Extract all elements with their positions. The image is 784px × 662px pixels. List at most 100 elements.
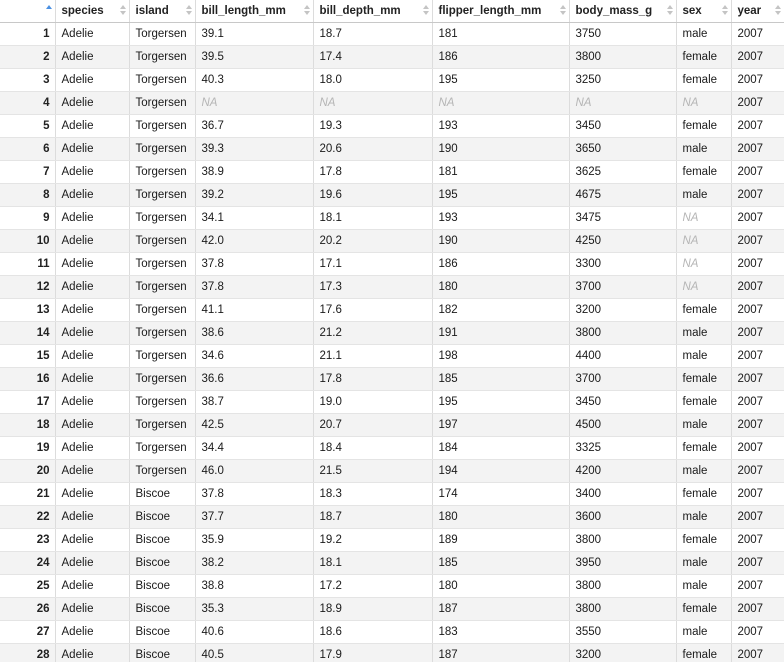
row-number: 18 [0, 413, 56, 437]
table-row[interactable]: 2 Adelie Torgersen 39.5 17.4 186 3800 female 200… [0, 45, 784, 69]
table-row[interactable]: 15 Adelie Torgersen 34.6 21.1 198 4400 male 2007 [0, 344, 784, 368]
table-row[interactable]: 10 Adelie Torgersen 42.0 20.2 190 4250 NA 2007 [0, 229, 784, 253]
cell-species: Adelie [55, 206, 130, 230]
row-number: 21 [0, 482, 56, 506]
sort-ascending-icon[interactable] [45, 5, 52, 16]
cell-flipper-length-mm: 191 [432, 321, 570, 345]
cell-sex: NA [676, 252, 732, 276]
table-row[interactable]: 22 Adelie Biscoe 37.7 18.7 180 3600 male 2007 [0, 505, 784, 529]
cell-bill-depth-mm: 21.5 [313, 459, 433, 483]
cell-bill-depth-mm: 17.1 [313, 252, 433, 276]
cell-sex: female [676, 160, 732, 184]
cell-island: Torgersen [129, 68, 196, 92]
cell-bill-depth-mm: 19.2 [313, 528, 433, 552]
table-row[interactable]: 21 Adelie Biscoe 37.8 18.3 174 3400 female 2007 [0, 482, 784, 506]
cell-species: Adelie [55, 252, 130, 276]
sort-icon[interactable] [185, 5, 192, 16]
cell-bill-depth-mm: NA [313, 91, 433, 115]
column-header-island[interactable]: island [129, 0, 196, 23]
cell-sex: male [676, 459, 732, 483]
cell-body-mass-g: 3300 [569, 252, 677, 276]
column-header-bill-length-mm[interactable]: bill_length_mm [195, 0, 314, 23]
cell-island: Torgersen [129, 344, 196, 368]
cell-flipper-length-mm: 185 [432, 551, 570, 575]
cell-bill-depth-mm: 18.7 [313, 505, 433, 529]
column-header-sex[interactable]: sex [676, 0, 732, 23]
column-header-row-index[interactable] [0, 0, 56, 23]
table-row[interactable]: 9 Adelie Torgersen 34.1 18.1 193 3475 NA 2007 [0, 206, 784, 230]
cell-island: Torgersen [129, 91, 196, 115]
table-row[interactable]: 12 Adelie Torgersen 37.8 17.3 180 3700 NA 2007 [0, 275, 784, 299]
column-header-species[interactable]: species [55, 0, 130, 23]
table-row[interactable]: 8 Adelie Torgersen 39.2 19.6 195 4675 male 2007 [0, 183, 784, 207]
cell-flipper-length-mm: 180 [432, 505, 570, 529]
table-row[interactable]: 14 Adelie Torgersen 38.6 21.2 191 3800 male 2007 [0, 321, 784, 345]
column-header-label: flipper_length_mm [438, 5, 542, 17]
sort-icon[interactable] [774, 5, 781, 16]
row-number: 26 [0, 597, 56, 621]
cell-body-mass-g: 3325 [569, 436, 677, 460]
cell-year: 2007 [731, 321, 784, 345]
table-row[interactable]: 4 Adelie Torgersen NA NA NA NA NA 2007 [0, 91, 784, 115]
cell-sex: male [676, 620, 732, 644]
table-row[interactable]: 26 Adelie Biscoe 35.3 18.9 187 3800 female 2007 [0, 597, 784, 621]
cell-flipper-length-mm: 189 [432, 528, 570, 552]
cell-sex: male [676, 321, 732, 345]
sort-icon[interactable] [303, 5, 310, 16]
cell-year: 2007 [731, 137, 784, 161]
table-row[interactable]: 16 Adelie Torgersen 36.6 17.8 185 3700 female 20… [0, 367, 784, 391]
table-row[interactable]: 1 Adelie Torgersen 39.1 18.7 181 3750 male 2007 [0, 22, 784, 46]
table-row[interactable]: 18 Adelie Torgersen 42.5 20.7 197 4500 male 2007 [0, 413, 784, 437]
cell-bill-length-mm: 34.6 [195, 344, 314, 368]
cell-species: Adelie [55, 321, 130, 345]
table-row[interactable]: 13 Adelie Torgersen 41.1 17.6 182 3200 female 20… [0, 298, 784, 322]
cell-flipper-length-mm: 181 [432, 22, 570, 46]
table-row[interactable]: 6 Adelie Torgersen 39.3 20.6 190 3650 male 2007 [0, 137, 784, 161]
sort-icon[interactable] [422, 5, 429, 16]
cell-island: Torgersen [129, 252, 196, 276]
cell-year: 2007 [731, 643, 784, 662]
cell-bill-length-mm: 38.7 [195, 390, 314, 414]
table-row[interactable]: 20 Adelie Torgersen 46.0 21.5 194 4200 male 2007 [0, 459, 784, 483]
table-row[interactable]: 7 Adelie Torgersen 38.9 17.8 181 3625 female 200… [0, 160, 784, 184]
table-row[interactable]: 11 Adelie Torgersen 37.8 17.1 186 3300 NA 2007 [0, 252, 784, 276]
cell-body-mass-g: 3400 [569, 482, 677, 506]
table-row[interactable]: 5 Adelie Torgersen 36.7 19.3 193 3450 female 200… [0, 114, 784, 138]
cell-body-mass-g: 3700 [569, 367, 677, 391]
cell-island: Biscoe [129, 528, 196, 552]
table-row[interactable]: 27 Adelie Biscoe 40.6 18.6 183 3550 male 2007 [0, 620, 784, 644]
cell-flipper-length-mm: 198 [432, 344, 570, 368]
cell-island: Torgersen [129, 206, 196, 230]
cell-body-mass-g: 3800 [569, 321, 677, 345]
table-row[interactable]: 3 Adelie Torgersen 40.3 18.0 195 3250 female 200… [0, 68, 784, 92]
sort-icon[interactable] [559, 5, 566, 16]
sort-icon[interactable] [721, 5, 728, 16]
table-row[interactable]: 17 Adelie Torgersen 38.7 19.0 195 3450 female 20… [0, 390, 784, 414]
column-header-bill-depth-mm[interactable]: bill_depth_mm [313, 0, 433, 23]
column-header-year[interactable]: year [731, 0, 784, 23]
cell-sex: NA [676, 275, 732, 299]
row-number: 8 [0, 183, 56, 207]
cell-flipper-length-mm: 194 [432, 459, 570, 483]
cell-island: Torgersen [129, 45, 196, 69]
cell-island: Biscoe [129, 551, 196, 575]
table-row[interactable]: 19 Adelie Torgersen 34.4 18.4 184 3325 female 20… [0, 436, 784, 460]
column-header-label: year [737, 5, 762, 17]
cell-bill-length-mm: 36.7 [195, 114, 314, 138]
table-row[interactable]: 24 Adelie Biscoe 38.2 18.1 185 3950 male 2007 [0, 551, 784, 575]
sort-icon[interactable] [119, 5, 126, 16]
row-number: 25 [0, 574, 56, 598]
column-header-flipper-length-mm[interactable]: flipper_length_mm [432, 0, 570, 23]
cell-bill-length-mm: 40.5 [195, 643, 314, 662]
table-row[interactable]: 28 Adelie Biscoe 40.5 17.9 187 3200 female 2007 [0, 643, 784, 662]
cell-year: 2007 [731, 114, 784, 138]
table-row[interactable]: 23 Adelie Biscoe 35.9 19.2 189 3800 female 2007 [0, 528, 784, 552]
column-header-body-mass-g[interactable]: body_mass_g [569, 0, 677, 23]
cell-flipper-length-mm: 180 [432, 275, 570, 299]
cell-island: Biscoe [129, 482, 196, 506]
row-number: 3 [0, 68, 56, 92]
sort-icon[interactable] [666, 5, 673, 16]
table-row[interactable]: 25 Adelie Biscoe 38.8 17.2 180 3800 male 2007 [0, 574, 784, 598]
cell-year: 2007 [731, 229, 784, 253]
cell-flipper-length-mm: 190 [432, 229, 570, 253]
